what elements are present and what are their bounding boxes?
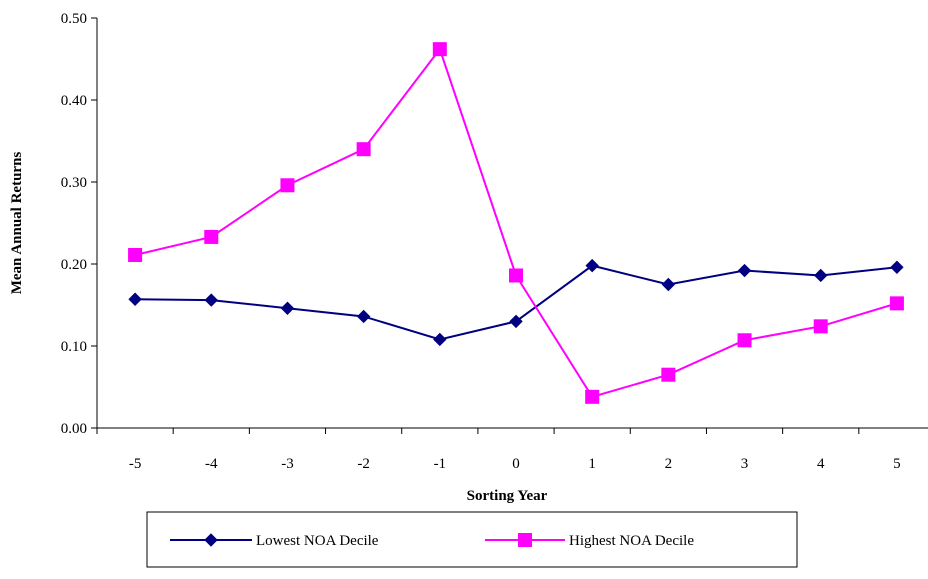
data-point [813, 319, 828, 334]
data-point [585, 258, 599, 273]
series-1 [128, 258, 904, 347]
data-point [128, 292, 142, 306]
x-tick-label: -4 [205, 456, 218, 472]
x-tick-label: -2 [357, 456, 370, 472]
x-tick-label: -3 [281, 456, 294, 472]
legend-label: Lowest NOA Decile [256, 533, 379, 549]
data-point [509, 268, 523, 283]
x-tick-label: 0 [512, 456, 520, 472]
y-tick-label: 0.30 [61, 175, 87, 191]
legend-marker [204, 533, 218, 547]
data-point [585, 389, 600, 404]
data-point [280, 178, 295, 193]
legend-box [146, 511, 798, 568]
data-point [128, 247, 143, 262]
x-tick-label: -5 [129, 456, 142, 472]
data-point [890, 260, 904, 274]
data-point [432, 42, 447, 57]
y-tick-label: 0.10 [61, 339, 87, 355]
data-point [509, 314, 523, 329]
y-axis-title: Mean Annual Returns [9, 152, 25, 295]
data-point [889, 296, 904, 311]
data-point [661, 277, 676, 292]
legend: Lowest NOA Decile Highest NOA Decile [146, 511, 798, 568]
x-tick-label: 5 [893, 456, 901, 472]
x-tick-label: -1 [434, 456, 447, 472]
y-tick-label: 0.40 [61, 93, 87, 109]
series-2 [128, 42, 904, 404]
legend-label: Highest NOA Decile [569, 533, 694, 549]
data-point [204, 229, 219, 244]
legend-marker [518, 533, 532, 547]
legend-item: Highest NOA Decile [485, 533, 694, 549]
data-point [280, 301, 295, 315]
series-layer [128, 42, 904, 404]
y-tick-label: 0.50 [61, 11, 87, 27]
data-point [737, 333, 752, 348]
data-point [661, 367, 676, 382]
data-point [204, 293, 218, 307]
series-line [134, 47, 898, 399]
y-axis: 0.00 0.10 0.20 0.30 0.40 0.50 [61, 11, 98, 437]
data-point [737, 263, 752, 278]
y-tick-label: 0.20 [61, 257, 87, 273]
x-axis-title: Sorting Year [467, 488, 548, 504]
data-point [356, 309, 371, 324]
x-tick-label: 3 [741, 456, 749, 472]
x-axis: -5 -4 -3 -2 -1 0 1 2 3 4 5 [96, 427, 928, 472]
x-tick-label: 1 [588, 456, 596, 472]
data-point [814, 268, 828, 283]
data-point [433, 332, 447, 347]
x-tick-label: 4 [817, 456, 825, 472]
x-tick-label: 2 [665, 456, 673, 472]
legend-item: Lowest NOA Decile [170, 533, 379, 549]
y-tick-label: 0.00 [61, 421, 87, 437]
data-point [356, 142, 371, 157]
